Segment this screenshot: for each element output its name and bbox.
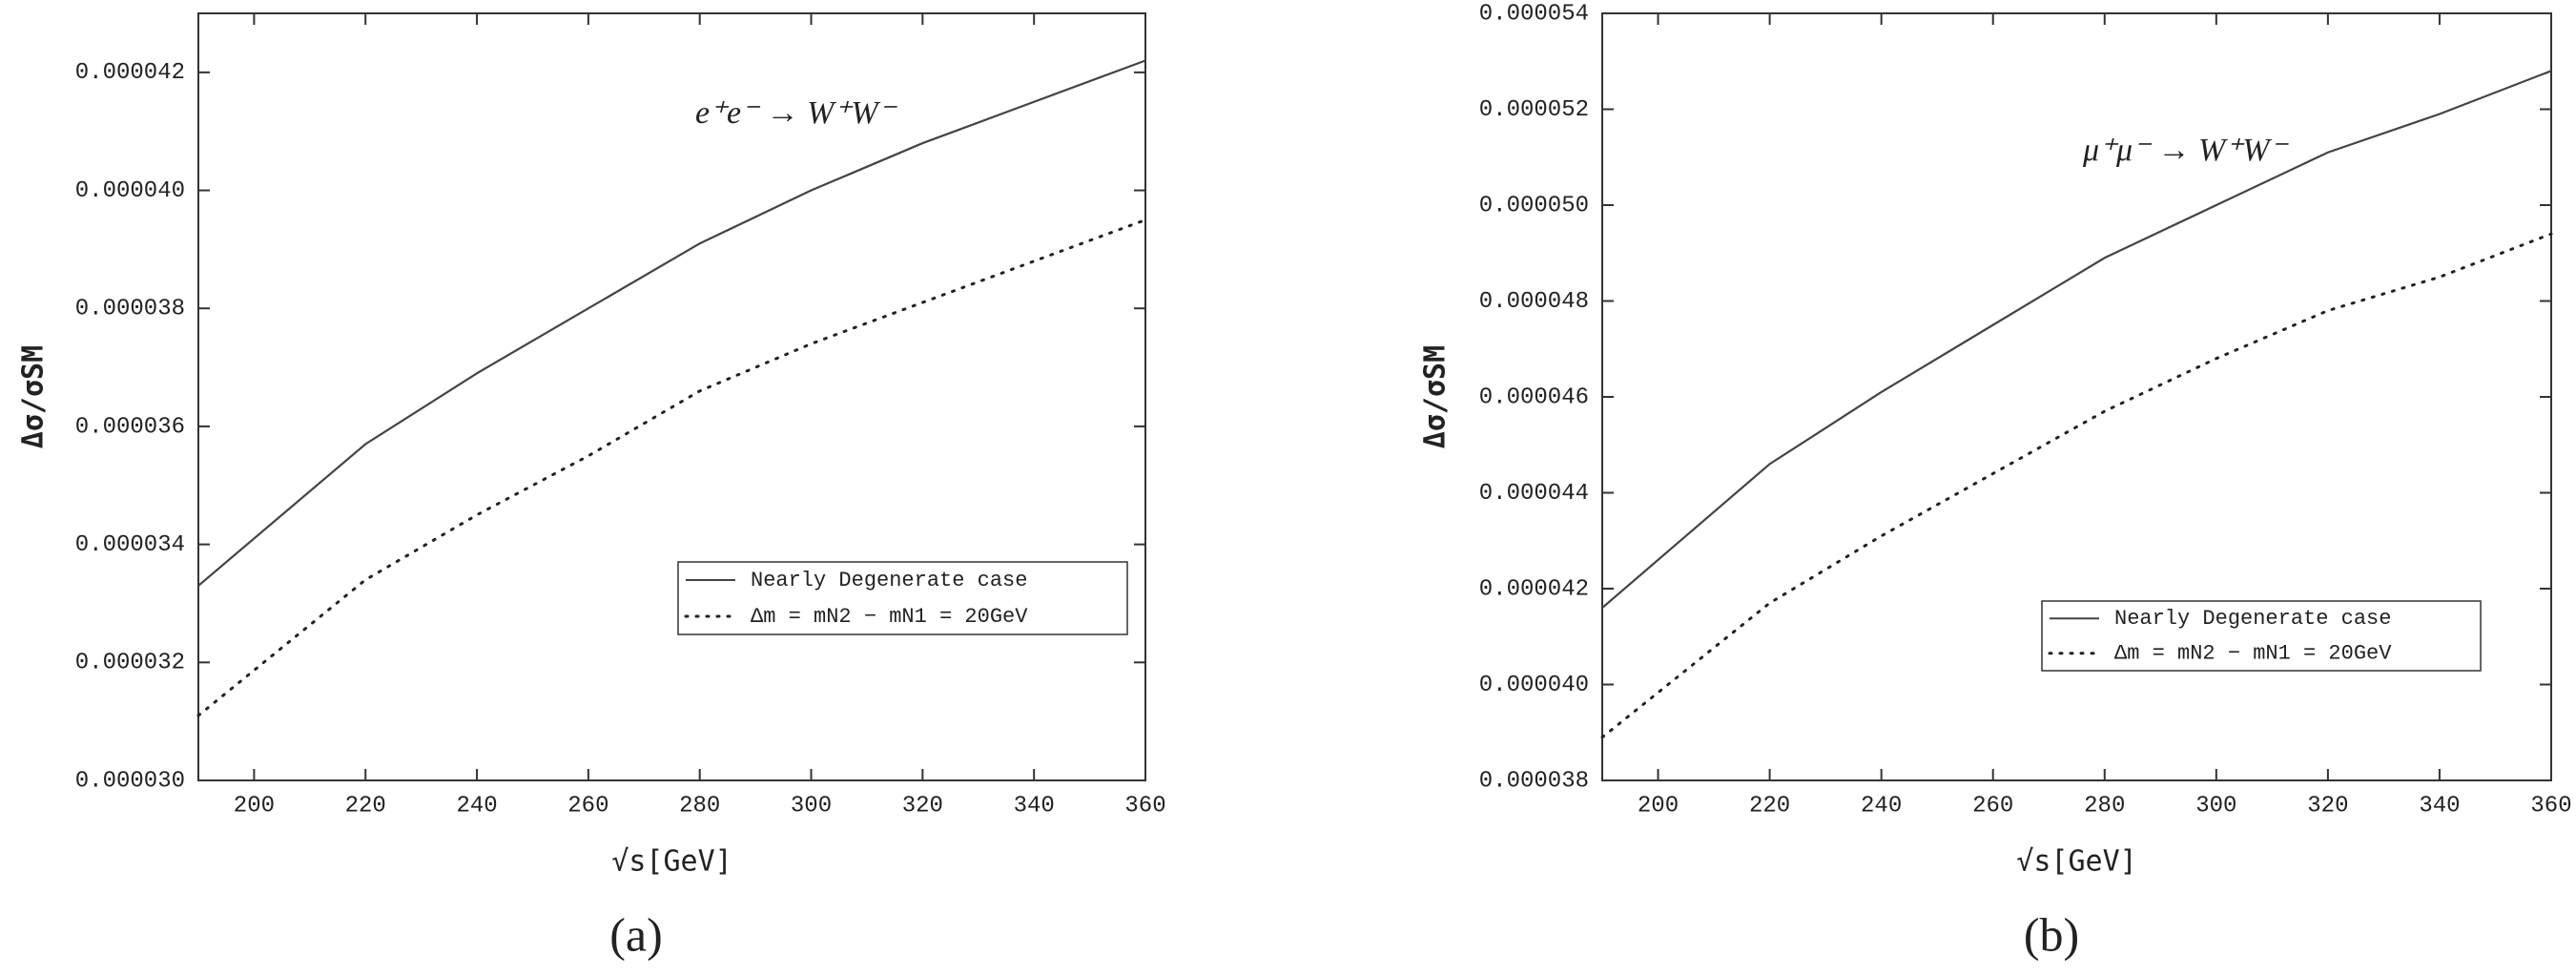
- legend-label: Nearly Degenerate case: [2114, 607, 2391, 631]
- y-tick-label: 0.000042: [75, 60, 185, 86]
- legend-label: Nearly Degenerate case: [751, 569, 1027, 592]
- legend-box: [2041, 600, 2482, 672]
- y-tick-label: 0.000034: [75, 532, 185, 558]
- x-tick-label: 300: [791, 793, 832, 819]
- x-tick-label: 220: [345, 793, 386, 819]
- x-tick-label: 280: [2084, 793, 2125, 819]
- x-tick-label: 280: [679, 793, 720, 819]
- x-tick-label: 340: [2419, 793, 2460, 819]
- x-tick-label: 360: [2530, 793, 2571, 819]
- x-tick-label: 260: [567, 793, 608, 819]
- x-tick-label: 240: [456, 793, 497, 819]
- legend-box: [677, 561, 1128, 635]
- series-line: [196, 218, 1147, 717]
- y-tick-label: 0.000048: [1479, 289, 1589, 315]
- y-tick-label: 0.000040: [1479, 673, 1589, 698]
- y-tick-label: 0.000050: [1479, 193, 1589, 218]
- x-tick-label: 240: [1861, 793, 1902, 819]
- legend-label: Δm = mN2 − mN1 = 20GeV: [2114, 642, 2392, 666]
- panel-caption: (b): [2024, 907, 2079, 961]
- x-tick-label: 200: [234, 793, 275, 819]
- x-tick-label: 300: [2195, 793, 2236, 819]
- y-axis-label: Δσ/σSM: [1419, 345, 1453, 448]
- y-tick-label: 0.000038: [1479, 768, 1589, 794]
- series-line: [1600, 232, 2553, 739]
- x-tick-label: 360: [1124, 793, 1165, 819]
- y-tick-label: 0.000042: [1479, 576, 1589, 602]
- x-tick-label: 320: [902, 793, 943, 819]
- x-tick-label: 220: [1749, 793, 1790, 819]
- x-tick-label: 320: [2307, 793, 2348, 819]
- legend-label: Δm = mN2 − mN1 = 20GeV: [751, 605, 1028, 629]
- plot-frame: [197, 12, 1146, 781]
- panel-caption: (a): [609, 907, 663, 961]
- x-tick-label: 260: [1972, 793, 2013, 819]
- x-tick-label: 200: [1638, 793, 1679, 819]
- x-tick-label: 340: [1014, 793, 1055, 819]
- y-tick-label: 0.000036: [75, 414, 185, 440]
- y-tick-label: 0.000054: [1479, 1, 1589, 27]
- y-tick-label: 0.000052: [1479, 97, 1589, 123]
- y-tick-label: 0.000044: [1479, 481, 1589, 507]
- series-line: [197, 59, 1146, 587]
- y-tick-label: 0.000046: [1479, 384, 1589, 410]
- annotation: e⁺e⁻ → W⁺W⁻: [695, 95, 898, 131]
- y-tick-label: 0.000032: [75, 651, 185, 676]
- annotation: μ⁺μ⁻ → W⁺W⁻: [2082, 133, 2290, 168]
- y-tick-label: 0.000038: [75, 297, 185, 322]
- x-axis-label: √s[GeV]: [2016, 845, 2136, 879]
- y-axis-label: Δσ/σSM: [17, 345, 51, 448]
- series-line: [1601, 70, 2552, 609]
- y-tick-label: 0.000030: [75, 768, 185, 794]
- y-tick-label: 0.000040: [75, 178, 185, 204]
- x-axis-label: √s[GeV]: [611, 845, 732, 879]
